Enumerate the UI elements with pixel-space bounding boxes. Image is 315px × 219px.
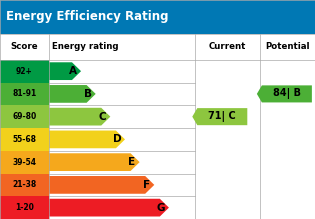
- Bar: [0, 105, 49, 128]
- Polygon shape: [49, 85, 96, 103]
- Polygon shape: [192, 108, 247, 125]
- Polygon shape: [49, 62, 81, 80]
- Text: D: D: [113, 134, 122, 144]
- Text: Energy Efficiency Rating: Energy Efficiency Rating: [6, 11, 169, 23]
- Bar: [0, 173, 49, 196]
- Bar: [0, 128, 49, 151]
- Text: 1-20: 1-20: [15, 203, 34, 212]
- Polygon shape: [49, 131, 125, 148]
- Text: C: C: [99, 112, 106, 122]
- Text: Potential: Potential: [265, 42, 310, 51]
- Polygon shape: [49, 176, 154, 194]
- Text: Current: Current: [209, 42, 246, 51]
- Polygon shape: [49, 108, 110, 125]
- Text: 71| C: 71| C: [209, 111, 236, 122]
- Text: Score: Score: [11, 42, 38, 51]
- Text: G: G: [157, 203, 165, 213]
- Text: 21-38: 21-38: [12, 180, 37, 189]
- Text: B: B: [84, 89, 92, 99]
- Polygon shape: [49, 199, 169, 217]
- Bar: [0, 151, 49, 173]
- Text: 39-54: 39-54: [12, 158, 37, 167]
- Text: Energy rating: Energy rating: [52, 42, 118, 51]
- Bar: [0, 196, 49, 219]
- Text: 81-91: 81-91: [12, 89, 37, 98]
- Text: A: A: [69, 66, 77, 76]
- Text: 55-68: 55-68: [12, 135, 37, 144]
- Bar: [0, 60, 49, 83]
- Text: 84| B: 84| B: [273, 88, 301, 99]
- Bar: [0, 0, 315, 34]
- Polygon shape: [49, 153, 140, 171]
- Polygon shape: [257, 85, 312, 102]
- Bar: [0, 83, 49, 105]
- Text: F: F: [143, 180, 150, 190]
- Text: 69-80: 69-80: [12, 112, 37, 121]
- Text: 92+: 92+: [16, 67, 33, 76]
- Text: E: E: [128, 157, 135, 167]
